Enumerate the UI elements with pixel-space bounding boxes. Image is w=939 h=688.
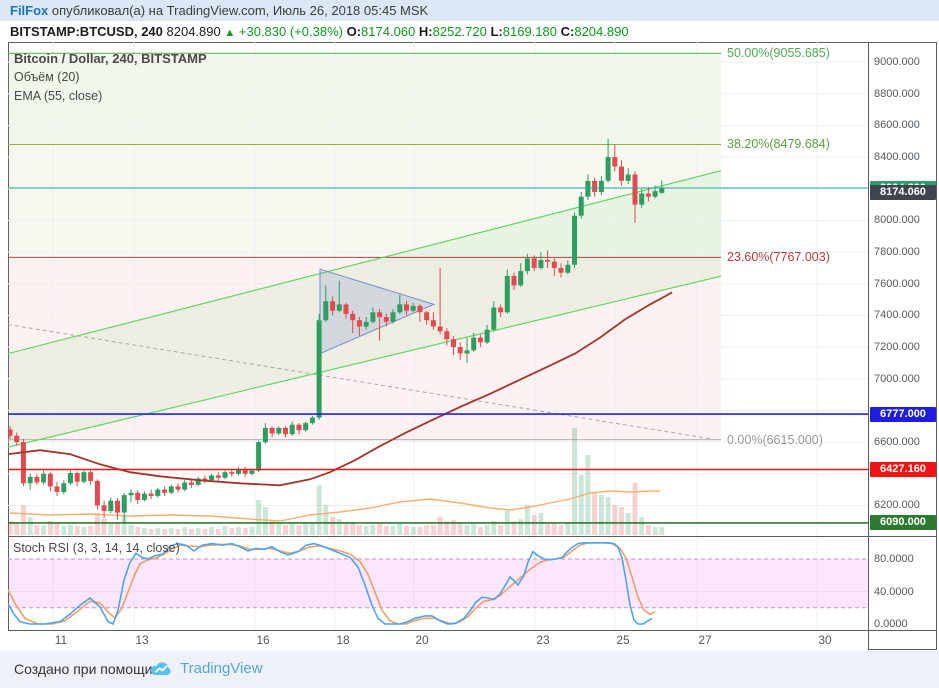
author-link[interactable]: FilFox <box>10 3 49 18</box>
time-tick: 13 <box>135 633 149 647</box>
price-tick: 8400.000 <box>874 151 920 164</box>
price-badge: 6090.000 <box>870 515 936 531</box>
time-tick: 11 <box>54 633 68 647</box>
pane-divider <box>8 536 937 537</box>
stoch-tick: 0.0000 <box>874 618 908 630</box>
legend-ema[interactable]: EMA (55, close) <box>14 89 103 103</box>
price-tick: 6200.000 <box>874 499 920 512</box>
fib-label[interactable]: 50.00%(9055.685) <box>727 46 830 61</box>
price-axis[interactable]: 9000.000 8800.000 8600.000 8400.000 8000.000… <box>870 42 936 630</box>
close-label: C: <box>560 24 575 39</box>
price-chart[interactable] <box>8 42 868 536</box>
close-value: 8204.890 <box>574 24 629 39</box>
high-label: H: <box>418 24 433 39</box>
chart-legend: Bitcoin / Dollar, 240, BITSTAMP Объём (2… <box>14 49 207 106</box>
up-arrow-icon: ▲ <box>224 27 236 39</box>
axis-divider <box>868 42 869 650</box>
stoch-tick: 80.0000 <box>874 553 914 565</box>
legend-volume[interactable]: Объём (20) <box>14 70 80 84</box>
footer-text: Создано при помощи <box>14 661 153 677</box>
publish-text: опубликовал(а) на TradingView.com, Июль … <box>48 3 429 18</box>
price-badge: 8174.060 <box>870 185 936 201</box>
low-value: 8169.180 <box>502 24 557 39</box>
time-tick: 27 <box>698 633 712 647</box>
price-tick: 6600.000 <box>874 436 920 449</box>
tradingview-logo-icon[interactable] <box>148 659 174 684</box>
price-badge: 6777.000 <box>870 406 936 422</box>
legend-title[interactable]: Bitcoin / Dollar, 240, BITSTAMP <box>14 51 207 66</box>
publish-header: FilFox опубликовал(а) на TradingView.com… <box>0 0 939 21</box>
time-tick: 18 <box>336 633 350 647</box>
price-tick: 8800.000 <box>874 87 920 100</box>
time-axis-divider <box>8 630 937 631</box>
low-label: L: <box>490 24 503 39</box>
price-badge: 6427.160 <box>870 461 936 477</box>
price-tick: 8600.000 <box>874 119 920 132</box>
time-tick: 20 <box>415 633 429 647</box>
time-tick: 30 <box>818 633 832 647</box>
price-tick: 8000.000 <box>874 214 920 227</box>
price-tick: 7200.000 <box>874 341 920 354</box>
time-tick: 16 <box>256 633 270 647</box>
high-value: 8252.720 <box>432 24 487 39</box>
footer: Создано при помощи TradingView <box>0 651 939 688</box>
price-tick: 7000.000 <box>874 372 920 385</box>
open-label: O: <box>346 24 362 39</box>
price-tick: 9000.000 <box>874 56 920 69</box>
symbol-info-bar: BITSTAMP:BTCUSD, 240 8204.890 ▲ +30.830 … <box>0 21 939 42</box>
fib-label[interactable]: 23.60%(7767.003) <box>727 250 830 265</box>
stoch-rsi-pane[interactable] <box>8 537 868 630</box>
price-tick: 7400.000 <box>874 309 920 322</box>
last-price: 8204.890 <box>166 24 221 39</box>
fib-label[interactable]: 0.00%(6615.000) <box>727 432 823 447</box>
price-change: +30.830 (+0.38%) <box>238 24 343 39</box>
time-tick: 23 <box>536 633 550 647</box>
open-value: 8174.060 <box>361 24 416 39</box>
time-tick: 25 <box>616 633 630 647</box>
time-axis[interactable]: 11 13 16 18 20 23 25 27 30 <box>8 631 868 650</box>
stoch-rsi-label[interactable]: Stoch RSI (3, 3, 14, 14, close) <box>13 541 180 555</box>
price-tick: 7800.000 <box>874 246 920 259</box>
price-tick: 7600.000 <box>874 277 920 290</box>
tradingview-brand[interactable]: TradingView <box>180 660 263 677</box>
stoch-tick: 40.0000 <box>874 585 914 598</box>
symbol-name[interactable]: BITSTAMP:BTCUSD, 240 <box>10 24 163 39</box>
fib-label[interactable]: 38.20%(8479.684) <box>727 137 830 152</box>
